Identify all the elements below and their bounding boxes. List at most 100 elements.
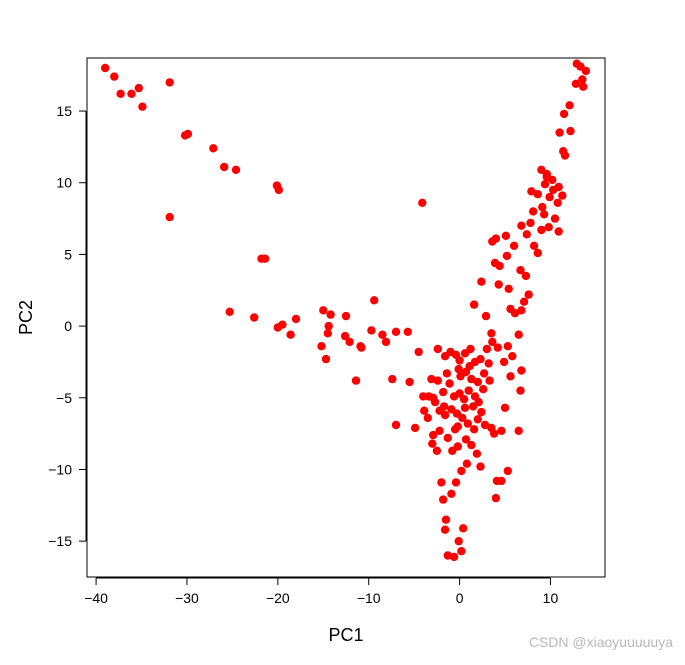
data-point [514, 330, 523, 339]
data-point [319, 306, 328, 315]
data-point [503, 466, 512, 476]
data-point [110, 72, 119, 81]
data-point [517, 366, 526, 375]
data-point [435, 426, 444, 435]
y-tick-label: 15 [56, 103, 72, 119]
data-point [566, 126, 575, 136]
data-point [529, 241, 539, 250]
data-point [388, 374, 397, 384]
data-point [495, 261, 504, 271]
data-point [473, 377, 482, 387]
data-point [506, 372, 515, 381]
data-point [458, 413, 467, 423]
data-point [455, 389, 464, 398]
data-point [550, 214, 560, 223]
data-point [231, 165, 241, 174]
data-point [480, 420, 490, 430]
data-point [479, 369, 489, 378]
data-point [526, 218, 535, 228]
data-point [527, 187, 536, 196]
data-point [457, 547, 466, 556]
data-point [457, 466, 466, 476]
data-point [453, 422, 462, 431]
data-point [485, 376, 494, 385]
data-point [524, 290, 533, 299]
data-point [459, 395, 469, 404]
data-point [482, 344, 492, 354]
data-point [260, 254, 270, 263]
y-tick-label: 10 [56, 175, 72, 191]
x-axis-title: PC1 [328, 625, 363, 645]
data-point [473, 415, 482, 424]
data-point [410, 423, 420, 433]
data-point [578, 75, 587, 84]
data-point [491, 493, 501, 503]
data-point [278, 320, 287, 329]
data-point [420, 406, 429, 415]
data-point [443, 433, 452, 443]
data-point [542, 169, 551, 179]
data-point [538, 202, 547, 212]
data-point [341, 311, 351, 321]
data-point [537, 225, 546, 235]
data-point [477, 407, 486, 417]
data-point [579, 82, 588, 91]
data-point [487, 329, 496, 338]
data-point [545, 192, 554, 202]
data-point [439, 495, 448, 504]
data-point [101, 63, 110, 73]
data-point [423, 413, 432, 423]
data-point [138, 102, 147, 111]
data-point [165, 78, 174, 87]
data-point [548, 175, 557, 185]
y-tick-label: 0 [64, 318, 72, 334]
watermark-text: CSDN @xiaoyuuuuuya [528, 634, 673, 650]
data-point [502, 251, 512, 261]
data-point [432, 446, 442, 455]
data-point [516, 386, 525, 395]
data-point [477, 277, 486, 286]
data-point [472, 449, 482, 458]
data-point [340, 331, 350, 341]
data-point [440, 410, 450, 420]
x-tick-label: −30 [175, 590, 199, 606]
data-point [481, 311, 491, 321]
y-tick-label: −5 [56, 390, 72, 406]
data-point [484, 359, 493, 368]
data-point [489, 429, 499, 438]
data-point [463, 419, 472, 428]
data-point [370, 296, 379, 305]
data-point [209, 144, 218, 153]
data-point [403, 327, 412, 336]
data-point [454, 364, 463, 374]
data-point [479, 385, 488, 394]
data-point [470, 392, 480, 401]
data-point [459, 524, 468, 533]
data-point [274, 185, 283, 195]
data-point [565, 101, 574, 110]
y-tick-label: −10 [48, 461, 72, 477]
data-point [539, 210, 549, 219]
data-point [540, 180, 550, 189]
data-point [367, 326, 376, 335]
data-point [560, 151, 570, 160]
data-point [555, 128, 564, 137]
data-point [571, 79, 581, 89]
data-point [324, 321, 333, 331]
data-point [127, 89, 136, 99]
data-point [391, 327, 401, 336]
y-tick-label: 5 [64, 246, 72, 262]
data-point [491, 234, 501, 243]
data-point [469, 425, 479, 434]
data-point [381, 337, 391, 347]
data-point [428, 439, 437, 448]
data-point [460, 403, 470, 412]
x-tick-label: −20 [266, 590, 290, 606]
data-point [433, 344, 442, 354]
data-point [250, 313, 259, 322]
x-tick-label: −10 [357, 590, 381, 606]
data-point [469, 300, 479, 309]
data-point [494, 280, 503, 289]
data-point [517, 306, 526, 315]
data-point [391, 420, 401, 430]
